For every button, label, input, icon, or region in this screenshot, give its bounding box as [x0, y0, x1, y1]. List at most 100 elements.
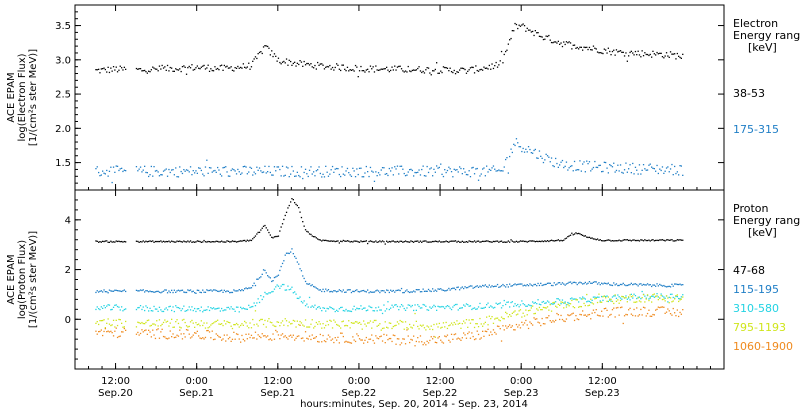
data-point — [361, 328, 363, 330]
data-point — [403, 291, 405, 294]
data-point — [345, 324, 347, 327]
data-point — [308, 64, 311, 66]
data-point — [459, 338, 461, 340]
data-point — [445, 171, 447, 174]
data-point — [294, 255, 296, 258]
data-point — [210, 337, 212, 339]
data-point — [561, 318, 564, 321]
data-point — [453, 321, 455, 324]
data-point — [576, 46, 578, 49]
data-point — [185, 291, 188, 294]
data-point — [671, 283, 673, 285]
data-point — [253, 302, 255, 304]
data-point — [552, 303, 554, 305]
data-point — [260, 51, 262, 53]
data-point — [656, 293, 658, 295]
data-point — [664, 297, 666, 299]
data-point — [553, 302, 555, 305]
data-point — [499, 170, 501, 172]
data-point — [660, 284, 662, 286]
data-point — [575, 299, 577, 301]
data-point — [268, 339, 270, 341]
data-point — [111, 324, 113, 326]
data-point — [354, 340, 357, 343]
data-point — [637, 285, 639, 287]
data-point — [238, 67, 240, 69]
data-point — [191, 291, 193, 293]
data-point — [680, 57, 682, 59]
data-point — [436, 323, 438, 325]
data-point — [511, 301, 513, 303]
data-point — [421, 71, 423, 74]
data-point — [636, 54, 638, 56]
data-point — [300, 216, 303, 219]
data-point — [311, 284, 313, 286]
data-point — [588, 236, 591, 238]
data-point — [463, 168, 465, 170]
data-point — [651, 166, 653, 168]
data-point — [208, 326, 211, 328]
data-point — [438, 166, 440, 169]
data-point — [369, 240, 372, 242]
data-point — [442, 175, 445, 178]
data-point — [434, 171, 436, 173]
data-point — [499, 240, 501, 243]
x-tick-time-label: 12:00 — [426, 376, 455, 387]
data-point — [387, 327, 389, 329]
data-point — [526, 27, 528, 29]
data-point — [392, 69, 394, 71]
data-point — [610, 165, 612, 167]
data-point — [642, 164, 645, 166]
data-point — [180, 70, 182, 73]
data-point — [118, 335, 120, 338]
data-point — [544, 283, 546, 286]
data-point — [579, 233, 581, 235]
data-point — [550, 41, 553, 44]
data-point — [437, 167, 439, 169]
data-point — [425, 175, 427, 177]
data-point — [361, 339, 363, 341]
data-point — [440, 339, 442, 341]
data-point — [384, 321, 386, 323]
data-point — [460, 307, 462, 309]
data-point — [532, 305, 534, 307]
data-point — [630, 172, 632, 174]
data-point — [442, 342, 445, 344]
data-point — [515, 314, 518, 316]
data-point — [659, 52, 661, 54]
data-point — [206, 322, 208, 324]
data-point — [592, 309, 595, 311]
data-point — [555, 41, 557, 43]
data-point — [594, 296, 596, 298]
data-point — [249, 287, 251, 289]
data-point — [379, 336, 381, 338]
data-point — [610, 300, 612, 302]
data-point — [99, 72, 101, 74]
data-point — [252, 174, 254, 176]
data-point — [149, 331, 151, 333]
data-point — [304, 64, 307, 66]
data-point — [550, 239, 553, 241]
data-point — [376, 241, 378, 243]
data-point — [323, 68, 326, 70]
data-point — [630, 293, 632, 295]
data-point — [214, 241, 216, 243]
data-point — [395, 304, 397, 306]
data-point — [623, 315, 626, 317]
data-point — [237, 306, 239, 308]
data-point — [679, 299, 681, 301]
data-point — [482, 325, 484, 327]
data-point — [534, 241, 536, 243]
data-point — [505, 311, 507, 313]
data-point — [276, 321, 278, 323]
data-point — [529, 29, 531, 31]
data-point — [415, 320, 417, 322]
data-point — [586, 236, 588, 238]
data-point — [592, 303, 595, 305]
data-point — [219, 290, 221, 292]
data-point — [288, 204, 290, 207]
data-point — [102, 291, 104, 293]
data-point — [651, 295, 653, 297]
proton-legend-115-195: 115-195 — [733, 283, 779, 296]
data-point — [244, 288, 246, 290]
